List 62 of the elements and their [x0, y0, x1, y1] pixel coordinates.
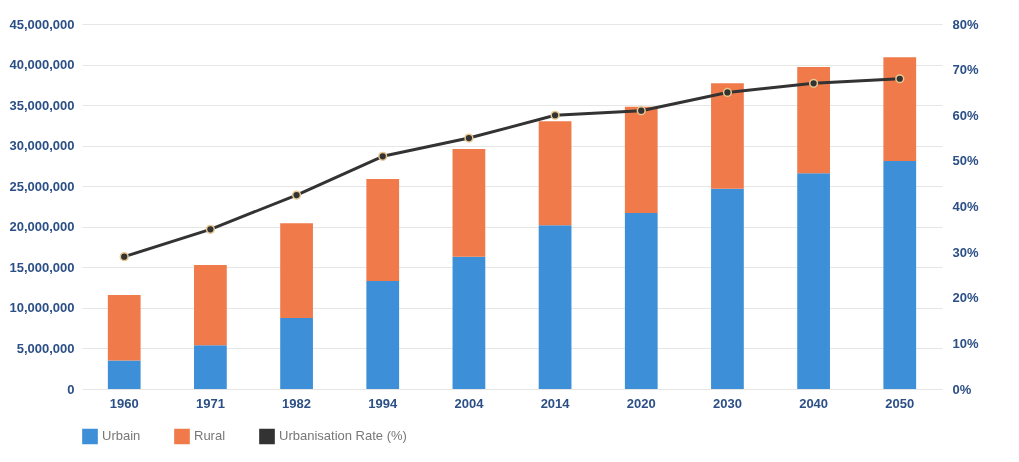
bar: [624, 106, 658, 213]
y-tick-label: 10,000,000: [9, 300, 75, 316]
bar: [280, 318, 313, 389]
x-tick-label: 2040: [799, 395, 829, 411]
y2-tick-label: 20%: [952, 290, 979, 306]
bar: [538, 225, 572, 389]
point: [205, 224, 216, 234]
x-tick-label: 1971: [195, 395, 225, 411]
point: [378, 151, 388, 161]
y-tick-label: 30,000,000: [9, 138, 75, 154]
y2-tick-label: 10%: [952, 335, 979, 351]
bar: [711, 188, 744, 389]
bar: [452, 256, 486, 389]
y-tick-label: 20,000,000: [9, 219, 75, 235]
y-tick-label: 5,000,000: [16, 340, 75, 356]
y-tick-label: 25,000,000: [9, 178, 75, 194]
y-tick-label: 45,000,000: [9, 16, 75, 32]
point: [119, 252, 129, 262]
bar: [194, 264, 227, 346]
bar: [452, 148, 486, 257]
point: [636, 106, 646, 116]
x-tick-label: 2050: [885, 395, 915, 411]
y-tick-label: 35,000,000: [9, 97, 75, 113]
bar: [107, 294, 141, 361]
bar: [366, 281, 400, 389]
x-tick-label: 2014: [540, 395, 571, 411]
x-tick-label: 1994: [368, 395, 398, 411]
x-tick-label: 1960: [109, 395, 139, 411]
y-tick-label: 40,000,000: [9, 57, 75, 73]
bar: [624, 212, 658, 389]
bar: [711, 83, 744, 189]
x-tick-label: 1982: [282, 395, 312, 411]
legend-label: Rural: [194, 428, 226, 444]
y2-tick-label: 50%: [952, 153, 979, 169]
point: [291, 190, 302, 200]
y-tick-label: 0: [67, 381, 75, 397]
y-tick-label: 15,000,000: [9, 259, 75, 275]
point: [550, 110, 560, 120]
y2-tick-label: 40%: [952, 199, 979, 214]
point: [722, 87, 733, 98]
bar: [538, 121, 572, 226]
bar: [797, 66, 830, 174]
legend-label: Urbanisation Rate (%): [279, 428, 407, 444]
y2-tick-label: 0%: [952, 381, 972, 397]
bar: [797, 173, 830, 389]
x-tick-label: 2030: [712, 395, 742, 411]
bar: [107, 360, 141, 389]
point: [895, 74, 905, 84]
bar: [366, 178, 400, 282]
x-tick-label: 2020: [626, 395, 656, 411]
bar: [280, 223, 313, 319]
bar: [883, 57, 917, 162]
y2-tick-label: 30%: [952, 244, 979, 260]
point: [464, 133, 474, 143]
legend-label: Urbain: [102, 428, 141, 444]
y2-tick-label: 80%: [952, 16, 979, 32]
bar: [194, 345, 227, 389]
y2-tick-label: 70%: [952, 62, 979, 78]
x-tick-label: 2004: [454, 395, 485, 411]
point: [808, 78, 819, 88]
bar: [883, 161, 917, 389]
y2-tick-label: 60%: [952, 107, 979, 123]
